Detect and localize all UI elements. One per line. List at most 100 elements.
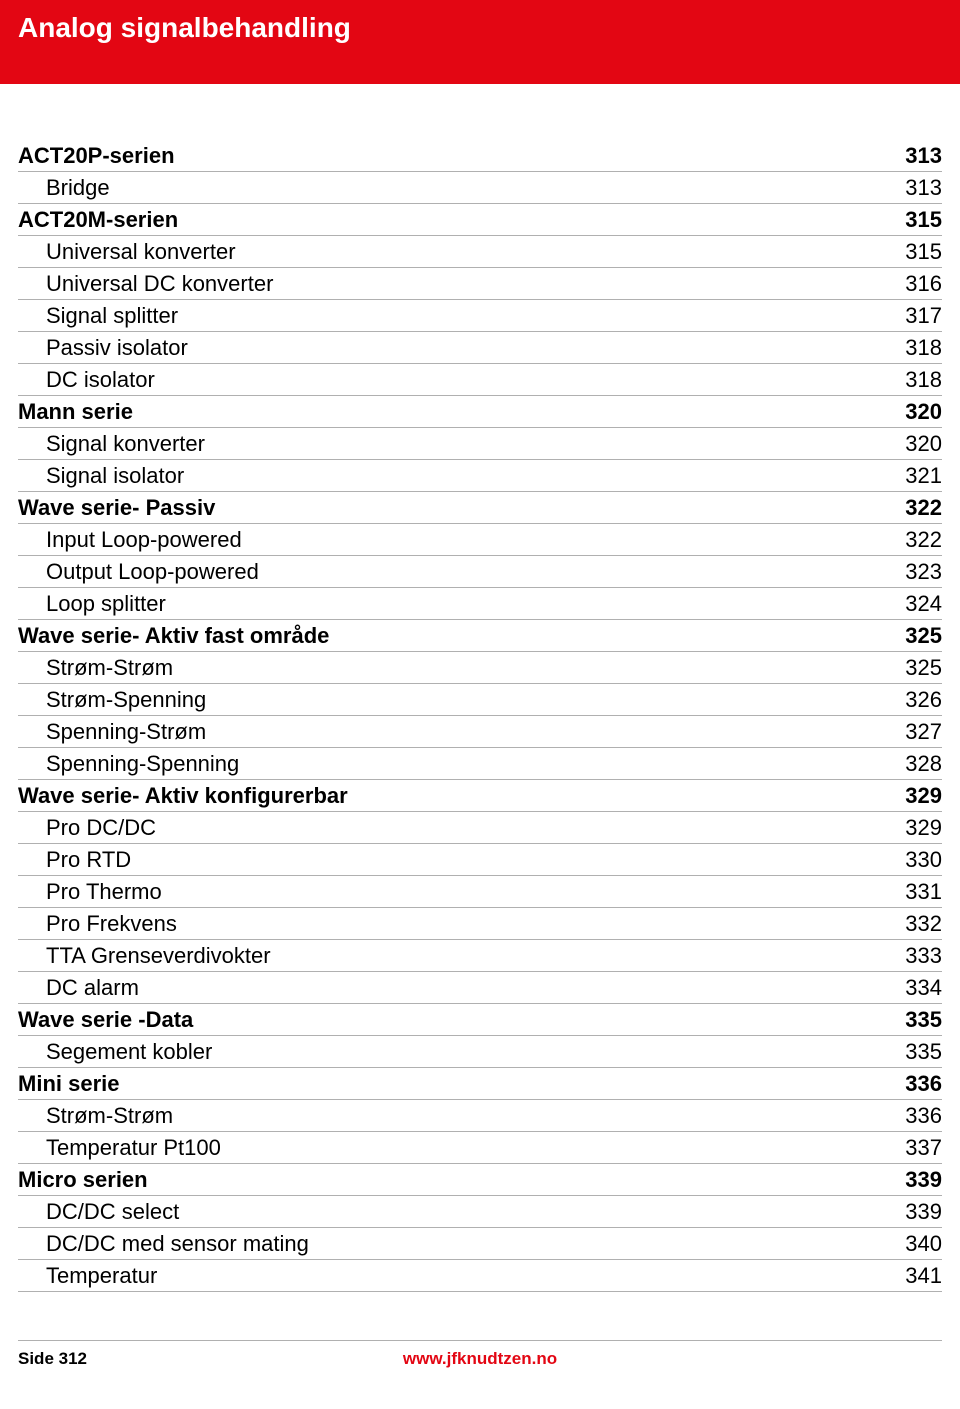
toc-label: Pro Thermo xyxy=(18,879,162,905)
toc-label: Strøm-Strøm xyxy=(18,655,173,681)
toc-page: 318 xyxy=(905,367,942,393)
toc-row[interactable]: Wave serie- Passiv 322 xyxy=(18,492,942,524)
toc-page: 322 xyxy=(905,527,942,553)
toc-label: DC alarm xyxy=(18,975,139,1001)
toc-row[interactable]: Temperatur Pt100 337 xyxy=(18,1132,942,1164)
toc-label: Signal konverter xyxy=(18,431,205,457)
toc-row[interactable]: Strøm-Spenning326 xyxy=(18,684,942,716)
toc-page: 332 xyxy=(905,911,942,937)
toc-page: 315 xyxy=(905,239,942,265)
toc-row[interactable]: Spenning-Spenning328 xyxy=(18,748,942,780)
toc-row[interactable]: Wave serie- Aktiv konfigurerbar329 xyxy=(18,780,942,812)
footer-url[interactable]: www.jfknudtzen.no xyxy=(403,1349,557,1369)
toc-row[interactable]: Output Loop-powered 323 xyxy=(18,556,942,588)
toc-page: 321 xyxy=(905,463,942,489)
footer-page-number: Side 312 xyxy=(18,1349,87,1369)
toc-row[interactable]: Loop splitter324 xyxy=(18,588,942,620)
toc-page: 327 xyxy=(905,719,942,745)
toc-row[interactable]: Mann serie320 xyxy=(18,396,942,428)
toc-label: Output Loop-powered xyxy=(18,559,259,585)
toc-row[interactable]: Pro RTD 330 xyxy=(18,844,942,876)
toc-row[interactable]: ACT20M-serien315 xyxy=(18,204,942,236)
page-header: Analog signalbehandling xyxy=(0,0,960,84)
toc-row[interactable]: Passiv isolator 318 xyxy=(18,332,942,364)
toc-page: 336 xyxy=(905,1071,942,1097)
page-footer: Side 312 www.jfknudtzen.no xyxy=(18,1340,942,1369)
toc-page: 336 xyxy=(905,1103,942,1129)
toc-label: Signal isolator xyxy=(18,463,184,489)
toc-label: Temperatur xyxy=(18,1263,157,1289)
toc-row[interactable]: TTA Grenseverdivokter 333 xyxy=(18,940,942,972)
toc-page: 333 xyxy=(905,943,942,969)
toc-page: 323 xyxy=(905,559,942,585)
toc-label: Temperatur Pt100 xyxy=(18,1135,221,1161)
toc-row[interactable]: Signal splitter317 xyxy=(18,300,942,332)
toc-page: 328 xyxy=(905,751,942,777)
toc-row[interactable]: Strøm-Strøm 325 xyxy=(18,652,942,684)
toc-row[interactable]: Segement kobler 335 xyxy=(18,1036,942,1068)
toc-label: TTA Grenseverdivokter xyxy=(18,943,271,969)
toc-row[interactable]: ACT20P-serien 313 xyxy=(18,140,942,172)
toc-row[interactable]: Pro Thermo 331 xyxy=(18,876,942,908)
toc-label: Pro RTD xyxy=(18,847,131,873)
toc-label: Pro Frekvens xyxy=(18,911,177,937)
toc-row[interactable]: Spenning-Strøm 327 xyxy=(18,716,942,748)
toc-page: 316 xyxy=(905,271,942,297)
toc-label: Segement kobler xyxy=(18,1039,212,1065)
toc-label: Pro DC/DC xyxy=(18,815,156,841)
toc-row[interactable]: DC/DC med sensor mating340 xyxy=(18,1228,942,1260)
toc-row[interactable]: Universal konverter 315 xyxy=(18,236,942,268)
toc-row[interactable]: DC alarm 334 xyxy=(18,972,942,1004)
toc-page: 320 xyxy=(905,431,942,457)
toc-row[interactable]: Mini serie336 xyxy=(18,1068,942,1100)
toc-label: Passiv isolator xyxy=(18,335,188,361)
toc-page: 317 xyxy=(905,303,942,329)
toc-row[interactable]: Input Loop-powered322 xyxy=(18,524,942,556)
toc-label: Universal DC konverter xyxy=(18,271,273,297)
toc-row[interactable]: Pro DC/DC 329 xyxy=(18,812,942,844)
toc-label: ACT20P-serien xyxy=(18,143,175,169)
toc-page: 331 xyxy=(905,879,942,905)
toc-page: 324 xyxy=(905,591,942,617)
toc-page: 318 xyxy=(905,335,942,361)
toc-page: 325 xyxy=(905,655,942,681)
toc-label: Strøm-Strøm xyxy=(18,1103,173,1129)
toc-page: 325 xyxy=(905,623,942,649)
toc-page: 313 xyxy=(905,175,942,201)
toc-label: Spenning-Strøm xyxy=(18,719,206,745)
toc-row[interactable]: Universal DC konverter 316 xyxy=(18,268,942,300)
toc-label: Universal konverter xyxy=(18,239,236,265)
toc-page: 320 xyxy=(905,399,942,425)
toc-row[interactable]: Micro serien 339 xyxy=(18,1164,942,1196)
toc-page: 335 xyxy=(905,1007,942,1033)
toc-row[interactable]: DC/DC select339 xyxy=(18,1196,942,1228)
toc-row[interactable]: Signal konverter 320 xyxy=(18,428,942,460)
toc-page: 329 xyxy=(905,815,942,841)
toc-row[interactable]: Wave serie- Aktiv fast område 325 xyxy=(18,620,942,652)
toc-page: 329 xyxy=(905,783,942,809)
toc-label: Wave serie -Data xyxy=(18,1007,193,1033)
page-title: Analog signalbehandling xyxy=(18,12,942,44)
toc-row[interactable]: Signal isolator 321 xyxy=(18,460,942,492)
toc-label: Wave serie- Passiv xyxy=(18,495,215,521)
toc-page: 334 xyxy=(905,975,942,1001)
toc-label: ACT20M-serien xyxy=(18,207,178,233)
toc-row[interactable]: Strøm-Strøm 336 xyxy=(18,1100,942,1132)
toc-page: 322 xyxy=(905,495,942,521)
toc-page: 330 xyxy=(905,847,942,873)
toc-row[interactable]: DC isolator318 xyxy=(18,364,942,396)
toc-page: 337 xyxy=(905,1135,942,1161)
toc-row[interactable]: Pro Frekvens 332 xyxy=(18,908,942,940)
toc-row[interactable]: Temperatur341 xyxy=(18,1260,942,1292)
toc-row[interactable]: Wave serie -Data 335 xyxy=(18,1004,942,1036)
toc-row[interactable]: Bridge313 xyxy=(18,172,942,204)
toc-page: 339 xyxy=(905,1199,942,1225)
toc-page: 340 xyxy=(905,1231,942,1257)
toc-page: 335 xyxy=(905,1039,942,1065)
toc-page: 326 xyxy=(905,687,942,713)
table-of-contents: ACT20P-serien313Bridge313ACT20M-serien31… xyxy=(18,140,942,1292)
toc-label: Micro serien xyxy=(18,1167,148,1193)
toc-page: 339 xyxy=(905,1167,942,1193)
toc-page: 313 xyxy=(905,143,942,169)
toc-label: Wave serie- Aktiv fast område xyxy=(18,623,329,649)
